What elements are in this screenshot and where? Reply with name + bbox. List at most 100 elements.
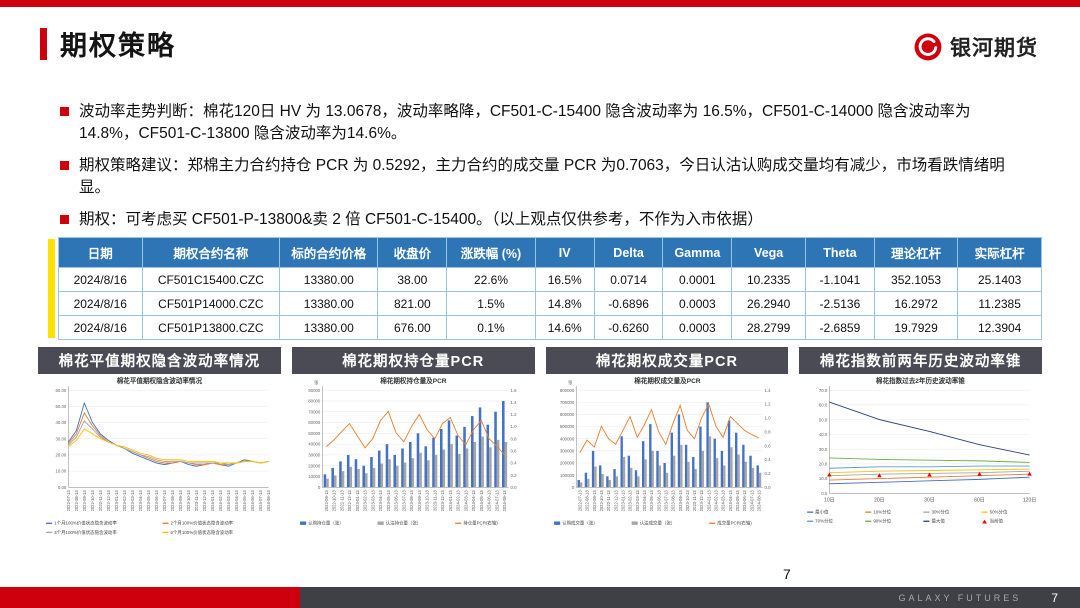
table-cell: 38.00: [377, 267, 448, 292]
svg-text:2023-10-13: 2023-10-13: [684, 490, 689, 512]
table-cell: 821.00: [377, 291, 448, 316]
svg-text:2023-07-13: 2023-07-13: [162, 490, 167, 512]
table-cell: 1.5%: [446, 291, 536, 316]
bullet-item: 期权：可考虑买 CF501-P-13800&卖 2 倍 CF501-C-1540…: [60, 209, 1010, 231]
svg-text:2022-09-13: 2022-09-13: [324, 490, 329, 512]
svg-text:2024-04-13: 2024-04-13: [471, 490, 476, 512]
svg-text:2023-04-13: 2023-04-13: [641, 490, 646, 512]
table-header-cell: Gamma: [662, 237, 733, 268]
svg-text:2024-03-13: 2024-03-13: [463, 490, 468, 512]
table-header-cell: 日期: [58, 237, 143, 268]
svg-text:2022-11-13: 2022-11-13: [98, 490, 103, 511]
bullet-text-option-trade: 期权：可考虑买 CF501-P-13800&卖 2 倍 CF501-C-1540…: [79, 210, 763, 228]
svg-text:认沽成交量（张）: 认沽成交量（张）: [639, 520, 675, 527]
svg-text:2024-07-13: 2024-07-13: [258, 490, 263, 512]
svg-text:0.0: 0.0: [510, 485, 517, 490]
svg-text:2023-12-13: 2023-12-13: [440, 490, 445, 512]
svg-text:2023-11-13: 2023-11-13: [692, 490, 697, 511]
svg-text:2024-08-13: 2024-08-13: [266, 490, 271, 512]
chart-volatility-cone: 棉花指数过去2年历史波动率锥 0.0 10.0 20.0 30.0 40.0 50.0 60.…: [799, 374, 1042, 573]
top-red-bar: [0, 0, 1080, 7]
svg-text:2023-03-13: 2023-03-13: [130, 490, 135, 512]
panel-implied-vol: 棉花平值期权隐含波动率情况 棉花平值期权隐含波动率情况 0.00 10.00 20.0…: [38, 347, 281, 573]
svg-text:2023-03-13: 2023-03-13: [634, 490, 639, 512]
svg-text:6个月100%价值状态隐含波动率: 6个月100%价值状态隐含波动率: [171, 529, 234, 536]
svg-text:棉花指数过去2年历史波动率锥: 棉花指数过去2年历史波动率锥: [876, 376, 965, 385]
svg-text:10.00: 10.00: [55, 469, 66, 474]
footer-red-block: [0, 587, 300, 608]
svg-text:10日: 10日: [824, 497, 835, 503]
svg-text:0.6: 0.6: [764, 443, 771, 448]
svg-text:50000: 50000: [308, 431, 321, 436]
svg-text:2024-02-13: 2024-02-13: [218, 490, 223, 512]
svg-text:2023-01-13: 2023-01-13: [355, 490, 360, 512]
svg-text:30.0: 30.0: [819, 447, 828, 452]
svg-text:2024-01-13: 2024-01-13: [706, 490, 711, 512]
svg-text:0.8: 0.8: [510, 436, 517, 441]
svg-text:30日: 30日: [924, 497, 935, 503]
table-header-cell: IV: [534, 237, 595, 268]
svg-text:2024-07-13: 2024-07-13: [749, 490, 754, 512]
svg-text:2023-11-13: 2023-11-13: [432, 490, 437, 511]
svg-text:成交量PCR(右轴): 成交量PCR(右轴): [717, 520, 752, 527]
svg-text:0.0: 0.0: [764, 485, 771, 490]
table-cell: 0.0003: [662, 291, 733, 316]
svg-text:20.00: 20.00: [55, 453, 66, 458]
svg-text:2023-01-13: 2023-01-13: [620, 490, 625, 512]
svg-text:500000: 500000: [559, 424, 574, 429]
svg-text:2023-07-13: 2023-07-13: [401, 490, 406, 512]
chart-volume-pcr: 棉花期权成交量及PCR 0 100000 200000 300000 400000 5000…: [545, 374, 789, 573]
svg-text:10.0: 10.0: [819, 476, 828, 481]
chart-panels: 棉花平值期权隐含波动率情况 棉花平值期权隐含波动率情况 0.00 10.00 20.0…: [38, 347, 1042, 573]
svg-text:2023-09-13: 2023-09-13: [417, 490, 422, 512]
table-header-cell: 标的合约价格: [279, 237, 379, 268]
table-cell: 11.2385: [957, 291, 1042, 316]
svg-text:2023-07-13: 2023-07-13: [663, 490, 668, 512]
bullet-item: 波动率走势判断：棉花120日 HV 为 13.0678，波动率略降，CF501-…: [60, 101, 1010, 146]
svg-text:100000: 100000: [559, 473, 574, 478]
svg-text:2023-08-13: 2023-08-13: [670, 490, 675, 512]
table-row: 2024/8/16 CF501C15400.CZC 13380.00 38.00 22.…: [58, 267, 1042, 292]
svg-text:2024-04-13: 2024-04-13: [234, 490, 239, 512]
svg-text:2023-08-13: 2023-08-13: [409, 490, 414, 512]
panel-open-interest-pcr: 棉花期权持仓量PCR 棉花期权持仓量及PCR 0 10000 20000 30000 40…: [291, 347, 535, 573]
svg-text:2023-06-13: 2023-06-13: [656, 490, 661, 512]
svg-text:2022-08-13: 2022-08-13: [74, 490, 79, 512]
bullet-square-icon: [60, 107, 69, 116]
chart-open-interest-pcr: 棉花期权持仓量及PCR 0 10000 20000 30000 40000 50000 600…: [291, 374, 535, 573]
svg-text:0.4: 0.4: [764, 457, 771, 462]
galaxy-logo-icon: [914, 33, 942, 61]
svg-text:600000: 600000: [559, 412, 574, 417]
svg-text:棉花期权持仓量及PCR: 棉花期权持仓量及PCR: [380, 376, 447, 385]
svg-text:0.2: 0.2: [510, 473, 517, 478]
svg-text:10%分位: 10%分位: [874, 509, 892, 516]
svg-text:0.8: 0.8: [764, 429, 771, 434]
svg-text:2024-06-13: 2024-06-13: [250, 490, 255, 512]
bullet-text-volatility-judgement: 波动率走势判断：棉花120日 HV 为 13.0678，波动率略降，CF501-…: [79, 103, 971, 143]
svg-text:60.00: 60.00: [55, 388, 66, 393]
panel-header-implied-vol: 棉花平值期权隐含波动率情况: [38, 347, 281, 374]
svg-text:80000: 80000: [308, 399, 321, 404]
bullet-list: 波动率走势判断：棉花120日 HV 为 13.0678，波动率略降，CF501-…: [60, 101, 1010, 240]
panel-header-volatility-cone: 棉花指数前两年历史波动率锥: [799, 347, 1042, 374]
table-cell: CF501P13800.CZC: [141, 315, 281, 340]
svg-text:20000: 20000: [308, 463, 321, 468]
svg-text:1.2: 1.2: [764, 402, 771, 407]
svg-text:1.6: 1.6: [510, 388, 517, 393]
svg-text:40000: 40000: [308, 442, 321, 447]
svg-text:30%分位: 30%分位: [932, 509, 950, 516]
table-row: 2024/8/16 CF501P14000.CZC 13380.00 821.00 1.…: [58, 291, 1042, 316]
header: 期权策略: [40, 24, 176, 63]
svg-text:30.00: 30.00: [55, 436, 66, 441]
svg-text:90%分位: 90%分位: [874, 518, 892, 525]
galaxy-logo: 银河期货: [914, 32, 1038, 62]
bullet-square-icon: [60, 160, 69, 170]
svg-text:200000: 200000: [559, 461, 574, 466]
svg-text:1.4: 1.4: [764, 388, 771, 393]
table-header-cell: Theta: [805, 237, 875, 268]
table-cell: -0.6896: [593, 291, 664, 316]
svg-text:2022-12-13: 2022-12-13: [347, 490, 352, 512]
svg-text:40.0: 40.0: [819, 432, 828, 437]
svg-text:2023-08-13: 2023-08-13: [170, 490, 175, 512]
